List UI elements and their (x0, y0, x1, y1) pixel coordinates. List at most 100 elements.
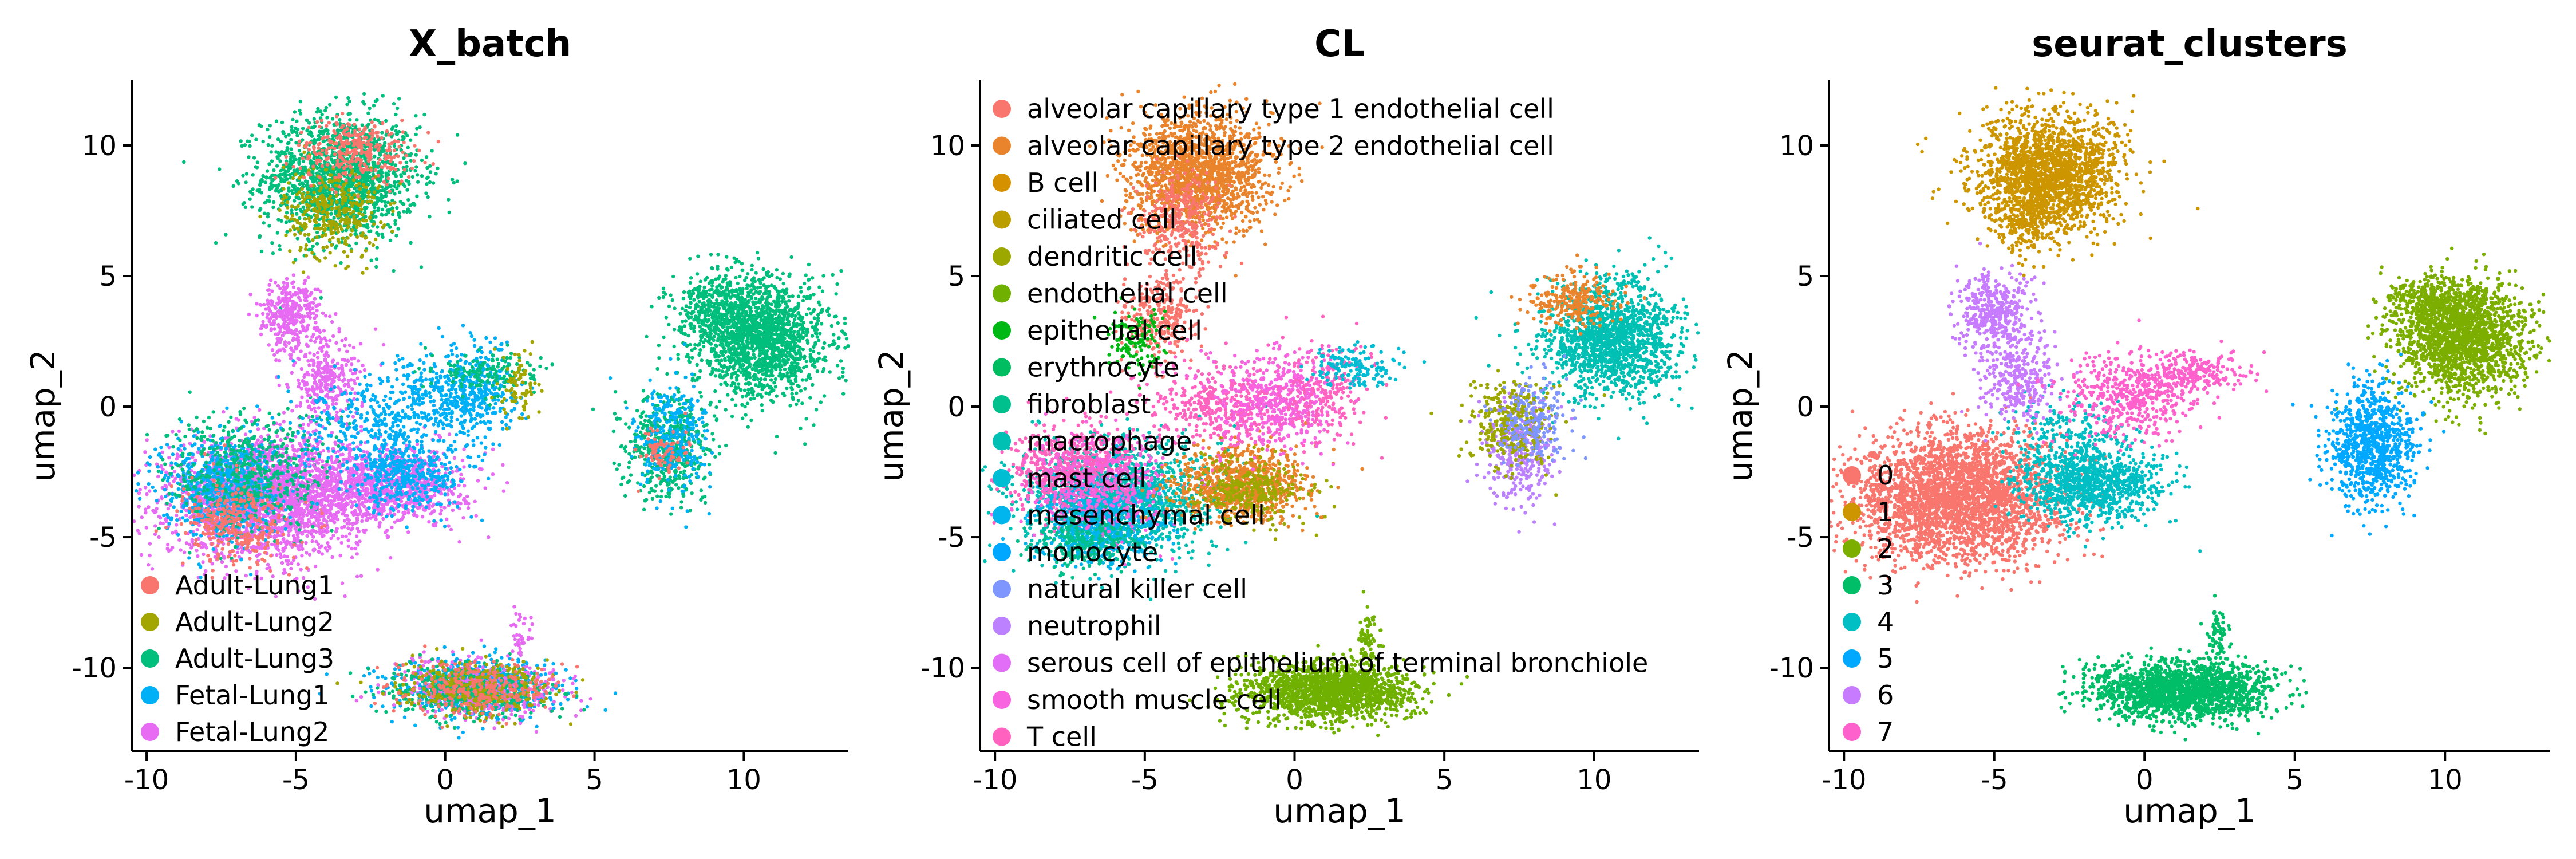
data-point (327, 121, 331, 125)
data-point (168, 503, 172, 507)
data-point (369, 258, 373, 262)
data-point (338, 554, 342, 558)
data-point (402, 210, 406, 214)
data-point (166, 506, 171, 511)
data-point (301, 159, 306, 163)
data-point (353, 193, 357, 197)
data-point (450, 178, 455, 182)
data-point (176, 454, 180, 458)
data-point (278, 208, 282, 212)
data-point (325, 124, 329, 128)
data-point (287, 482, 291, 486)
data-point (255, 188, 259, 192)
data-point (303, 217, 307, 221)
data-point (313, 497, 317, 502)
data-point (430, 149, 434, 153)
data-point (314, 489, 319, 494)
data-point (371, 176, 375, 181)
data-point (334, 121, 339, 125)
data-point (310, 452, 314, 456)
data-point (301, 181, 305, 185)
data-point (393, 181, 397, 185)
data-point (317, 143, 321, 147)
data-point (280, 151, 285, 156)
data-point (331, 231, 335, 235)
data-point (157, 535, 161, 539)
data-point (354, 141, 358, 145)
data-point (343, 133, 347, 137)
data-point (384, 204, 388, 208)
data-point (338, 185, 342, 189)
data-point (293, 536, 297, 540)
data-point (266, 127, 270, 132)
data-point (311, 238, 315, 242)
data-point (282, 187, 286, 191)
data-point (312, 117, 316, 121)
data-point (359, 146, 364, 150)
data-point (330, 207, 334, 211)
data-point (259, 249, 264, 254)
data-point (326, 529, 330, 534)
data-point (382, 180, 386, 184)
data-point (268, 185, 272, 189)
data-point (270, 542, 274, 546)
data-point (307, 195, 312, 199)
data-point (361, 100, 365, 104)
data-point (392, 144, 397, 148)
data-point (345, 102, 349, 107)
data-point (184, 541, 189, 545)
data-point (312, 150, 317, 154)
data-point (316, 226, 320, 230)
data-point (315, 235, 319, 239)
data-point (254, 137, 258, 141)
data-point (341, 236, 345, 240)
data-point (360, 519, 364, 523)
data-point (334, 244, 339, 248)
data-point (282, 131, 286, 136)
data-point (369, 168, 373, 172)
data-point (414, 132, 418, 136)
data-point (286, 181, 291, 185)
data-point (260, 179, 264, 183)
data-point (297, 459, 302, 463)
data-point (426, 175, 430, 179)
data-point (342, 192, 346, 196)
data-point (341, 157, 345, 161)
data-point (243, 143, 247, 147)
data-point (267, 224, 271, 228)
data-point (343, 207, 347, 211)
data-point (326, 135, 330, 139)
data-point (399, 174, 404, 178)
data-point (313, 223, 317, 228)
data-point (319, 152, 323, 157)
data-point (405, 164, 409, 169)
data-point (144, 507, 148, 511)
data-point (394, 112, 398, 117)
data-point (378, 157, 382, 162)
data-point (377, 184, 381, 188)
data-point (309, 173, 313, 177)
data-point (335, 115, 339, 119)
data-point (349, 233, 353, 237)
data-point (401, 137, 405, 142)
data-point (355, 118, 359, 122)
data-point (137, 491, 141, 495)
data-point (408, 153, 412, 157)
data-point (336, 510, 341, 514)
data-point (372, 155, 376, 159)
data-point (285, 211, 289, 215)
data-point (236, 418, 240, 422)
data-point (428, 180, 432, 184)
data-point (295, 127, 300, 132)
data-point (288, 249, 292, 253)
data-point (284, 542, 288, 546)
data-point (391, 125, 395, 129)
data-point (346, 112, 350, 116)
data-point (250, 133, 254, 137)
data-point (239, 139, 243, 143)
data-point (309, 159, 313, 163)
data-point (396, 227, 400, 231)
data-point (455, 179, 459, 183)
data-point (311, 509, 315, 514)
data-point (405, 188, 409, 192)
